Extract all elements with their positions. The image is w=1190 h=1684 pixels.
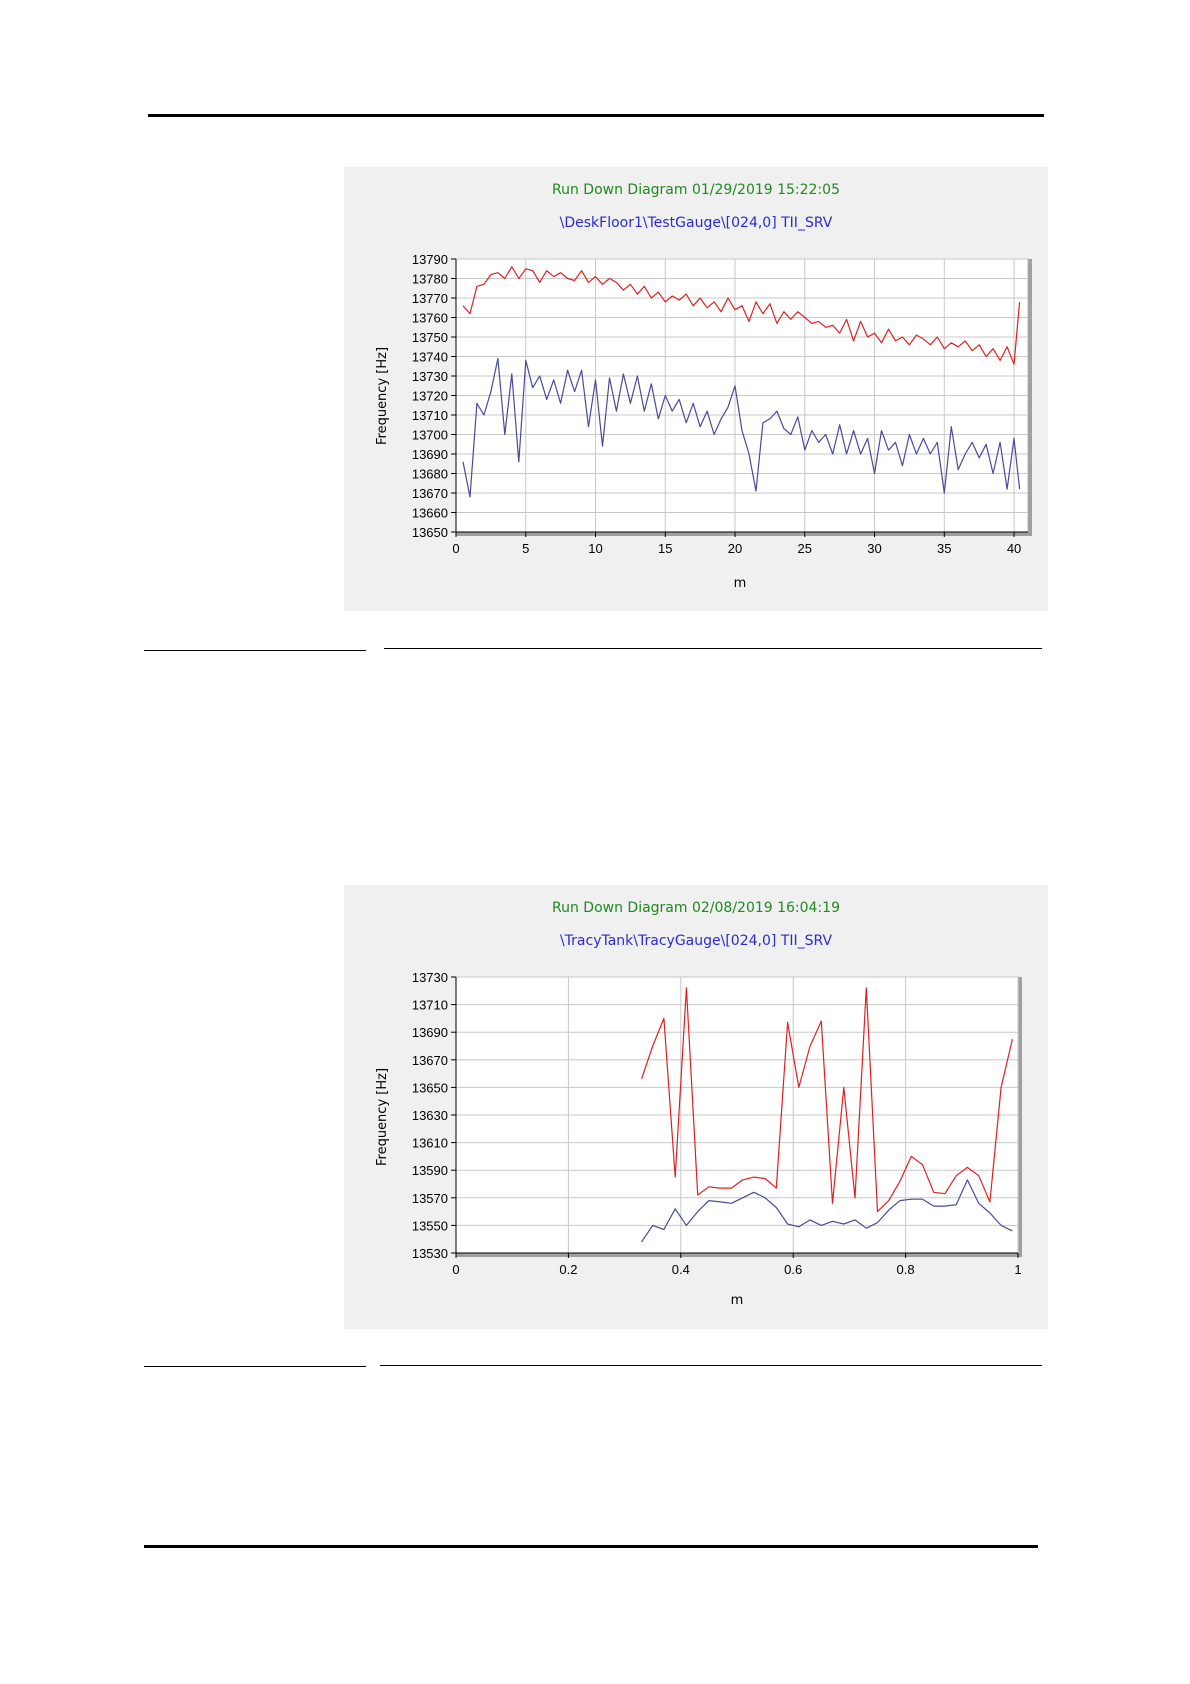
chart-subtitle: \DeskFloor1\TestGauge\[024,0] TII_SRV (560, 215, 833, 231)
y-tick-label: 13710 (412, 998, 448, 1013)
y-axis-label: Frequency [Hz] (375, 1068, 390, 1166)
y-tick-label: 13590 (412, 1163, 448, 1178)
y-tick-label: 13740 (412, 350, 448, 365)
y-tick-label: 13690 (412, 1025, 448, 1040)
x-tick-label: 1 (1014, 1262, 1021, 1277)
y-tick-label: 13760 (412, 311, 448, 326)
y-tick-label: 13670 (412, 1053, 448, 1068)
y-tick-label: 13680 (412, 467, 448, 482)
y-tick-label: 13730 (412, 970, 448, 985)
y-tick-label: 13610 (412, 1136, 448, 1151)
x-tick-label: 35 (937, 541, 951, 556)
x-tick-label: 40 (1007, 541, 1021, 556)
y-tick-label: 13720 (412, 389, 448, 404)
y-tick-label: 13550 (412, 1218, 448, 1233)
y-tick-label: 13790 (412, 252, 448, 267)
y-tick-label: 13570 (412, 1191, 448, 1206)
y-tick-label: 13780 (412, 272, 448, 287)
x-axis-label: m (734, 576, 747, 591)
chart-panel-1: Run Down Diagram 01/29/2019 15:22:05 \De… (344, 167, 1048, 611)
x-tick-label: 20 (728, 541, 742, 556)
y-tick-label: 13650 (412, 1080, 448, 1095)
chart-panel-2: Run Down Diagram 02/08/2019 16:04:19 \Tr… (344, 885, 1048, 1329)
x-tick-label: 15 (658, 541, 672, 556)
section-rule-left (144, 1366, 366, 1367)
y-tick-label: 13650 (412, 525, 448, 540)
y-tick-label: 13770 (412, 291, 448, 306)
section-rule-left (144, 650, 366, 651)
y-tick-label: 13710 (412, 408, 448, 423)
y-tick-label: 13630 (412, 1108, 448, 1123)
x-tick-label: 0.6 (784, 1262, 802, 1277)
chart-svg-2: Run Down Diagram 02/08/2019 16:04:19 \Tr… (344, 885, 1048, 1329)
y-tick-label: 13670 (412, 486, 448, 501)
x-tick-label: 10 (588, 541, 602, 556)
x-tick-label: 0.2 (559, 1262, 577, 1277)
y-tick-label: 13750 (412, 330, 448, 345)
x-tick-label: 30 (867, 541, 881, 556)
y-tick-label: 13690 (412, 447, 448, 462)
x-tick-label: 5 (522, 541, 529, 556)
section-rule-right (380, 1365, 1042, 1366)
x-tick-label: 0 (452, 1262, 459, 1277)
chart-svg-1: Run Down Diagram 01/29/2019 15:22:05 \De… (344, 167, 1048, 611)
y-tick-label: 13700 (412, 428, 448, 443)
chart-title: Run Down Diagram 02/08/2019 16:04:19 (552, 900, 840, 916)
x-tick-label: 0 (452, 541, 459, 556)
y-axis-label: Frequency [Hz] (375, 347, 390, 445)
y-tick-label: 13730 (412, 369, 448, 384)
section-rule-right (384, 648, 1042, 649)
header-rule (148, 114, 1044, 117)
y-tick-label: 13660 (412, 506, 448, 521)
x-axis-label: m (731, 1293, 744, 1308)
chart-subtitle: \TracyTank\TracyGauge\[024,0] TII_SRV (560, 933, 832, 949)
x-tick-label: 0.8 (897, 1262, 915, 1277)
footer-rule (144, 1545, 1038, 1548)
y-tick-label: 13530 (412, 1246, 448, 1261)
chart-title: Run Down Diagram 01/29/2019 15:22:05 (552, 182, 840, 198)
x-tick-label: 0.4 (672, 1262, 690, 1277)
x-tick-label: 25 (798, 541, 812, 556)
